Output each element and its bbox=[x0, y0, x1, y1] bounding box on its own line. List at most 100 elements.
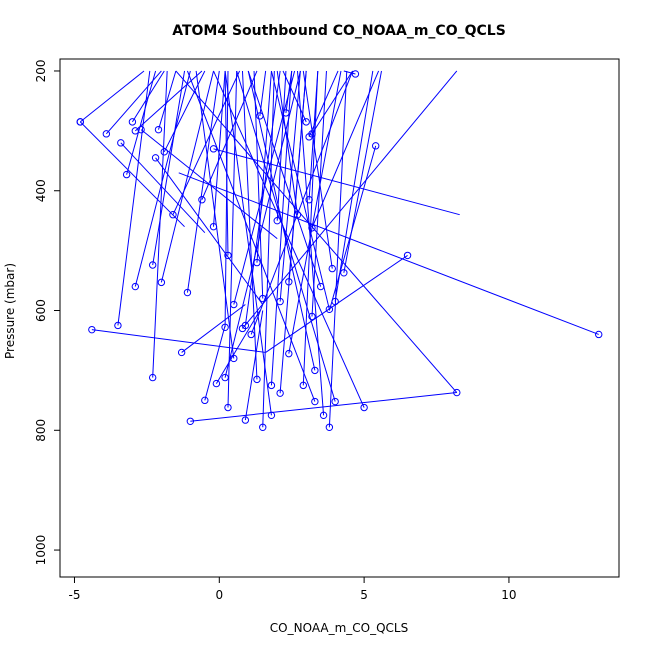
data-point-38 bbox=[259, 294, 267, 303]
data-point-62 bbox=[299, 381, 307, 390]
data-point-51 bbox=[186, 417, 195, 426]
series-line-1 bbox=[79, 121, 185, 228]
data-point-12 bbox=[256, 112, 264, 120]
series-line-63 bbox=[186, 70, 316, 402]
series-line-62 bbox=[302, 70, 319, 386]
series-line-56 bbox=[241, 70, 258, 380]
series-line-71 bbox=[250, 70, 354, 335]
data-point-17 bbox=[351, 70, 360, 78]
data-point-28 bbox=[403, 251, 412, 260]
data-point-5 bbox=[128, 118, 137, 126]
y-axis: 200 400 600 800 1000 bbox=[34, 60, 60, 566]
data-point-60 bbox=[276, 389, 284, 397]
data-point-30 bbox=[157, 278, 166, 287]
data-point-32 bbox=[114, 321, 122, 330]
data-point-52 bbox=[221, 373, 229, 382]
data-point-14 bbox=[302, 118, 310, 126]
series-line-20 bbox=[201, 70, 258, 200]
series-line-10 bbox=[163, 70, 206, 153]
data-point-59 bbox=[267, 411, 276, 420]
data-point-71 bbox=[247, 330, 255, 339]
data-point-36 bbox=[221, 323, 229, 331]
series-line-51 bbox=[190, 392, 457, 422]
data-point-39 bbox=[276, 297, 284, 306]
x-tick-label-1: 0 bbox=[215, 588, 223, 602]
series-line-0 bbox=[79, 70, 145, 123]
series-points bbox=[76, 70, 603, 431]
data-point-34 bbox=[183, 288, 192, 297]
data-point-18 bbox=[372, 142, 380, 150]
data-point-2 bbox=[102, 130, 111, 138]
data-point-72 bbox=[230, 354, 238, 363]
data-point-10 bbox=[160, 148, 168, 156]
data-point-19 bbox=[169, 210, 177, 219]
series-line-8 bbox=[157, 70, 177, 130]
data-point-70 bbox=[238, 324, 247, 333]
series-line-70 bbox=[242, 70, 458, 329]
data-point-47 bbox=[595, 330, 603, 339]
series-line-46 bbox=[334, 70, 374, 302]
series-line-58 bbox=[270, 70, 293, 386]
data-point-63 bbox=[311, 397, 319, 406]
data-point-7 bbox=[137, 125, 145, 134]
y-tick-label-0: 200 bbox=[34, 60, 48, 83]
data-point-9 bbox=[151, 154, 160, 162]
data-point-20 bbox=[198, 196, 206, 204]
data-point-33 bbox=[88, 325, 96, 334]
series-line-43 bbox=[302, 70, 333, 269]
data-point-50 bbox=[201, 396, 209, 405]
data-point-67 bbox=[331, 397, 339, 406]
series-line-44 bbox=[343, 70, 382, 273]
plot-area bbox=[59, 58, 620, 578]
data-point-66 bbox=[325, 423, 334, 431]
series-line-32 bbox=[117, 70, 151, 326]
data-point-29 bbox=[148, 261, 157, 269]
x-axis: -5 0 5 10 bbox=[68, 577, 517, 602]
chart-title: ATOM4 Southbound CO_NOAA_m_CO_QCLS bbox=[172, 23, 506, 39]
series-line-59 bbox=[224, 70, 272, 416]
series-line-30 bbox=[160, 70, 214, 283]
series-line-52 bbox=[224, 70, 301, 378]
series-line-54 bbox=[227, 70, 238, 408]
series-line-31 bbox=[134, 70, 191, 287]
data-point-57 bbox=[259, 423, 267, 431]
x-axis-label: CO_NOAA_m_CO_QCLS bbox=[270, 621, 408, 635]
series-line-67 bbox=[236, 70, 336, 402]
series-line-69 bbox=[175, 70, 458, 393]
data-point-65 bbox=[319, 411, 328, 420]
data-point-4 bbox=[122, 170, 131, 179]
series-line-66 bbox=[328, 70, 348, 428]
data-point-25 bbox=[293, 210, 302, 219]
data-point-69 bbox=[453, 388, 461, 397]
series-line-11 bbox=[213, 148, 460, 216]
data-point-24 bbox=[273, 216, 281, 225]
data-point-64 bbox=[311, 366, 319, 375]
data-point-23 bbox=[253, 258, 261, 267]
y-tick-label-4: 1000 bbox=[34, 535, 48, 566]
data-point-42 bbox=[316, 282, 325, 291]
series-line-50 bbox=[204, 325, 226, 401]
data-point-48 bbox=[177, 348, 186, 357]
series-line-68 bbox=[213, 70, 365, 408]
plot-frame bbox=[59, 58, 620, 578]
data-point-8 bbox=[154, 125, 163, 134]
data-point-56 bbox=[253, 375, 261, 384]
data-point-53 bbox=[212, 379, 221, 388]
y-tick-label-2: 600 bbox=[34, 299, 48, 322]
data-point-1 bbox=[76, 118, 84, 126]
data-point-58 bbox=[267, 381, 276, 390]
series-line-72 bbox=[195, 70, 235, 359]
series-line-39 bbox=[279, 70, 301, 302]
y-axis-label: Pressure (mbar) bbox=[3, 263, 17, 359]
series-line-36 bbox=[224, 70, 229, 328]
data-point-44 bbox=[340, 269, 348, 277]
data-point-54 bbox=[224, 403, 232, 412]
data-point-22 bbox=[224, 251, 232, 260]
series-line-53 bbox=[215, 310, 261, 384]
data-point-21 bbox=[209, 222, 218, 231]
data-point-45 bbox=[325, 305, 334, 314]
series-line-9 bbox=[155, 157, 264, 305]
series-line-65 bbox=[297, 70, 325, 416]
data-point-3 bbox=[117, 139, 125, 147]
data-point-46 bbox=[331, 297, 339, 306]
